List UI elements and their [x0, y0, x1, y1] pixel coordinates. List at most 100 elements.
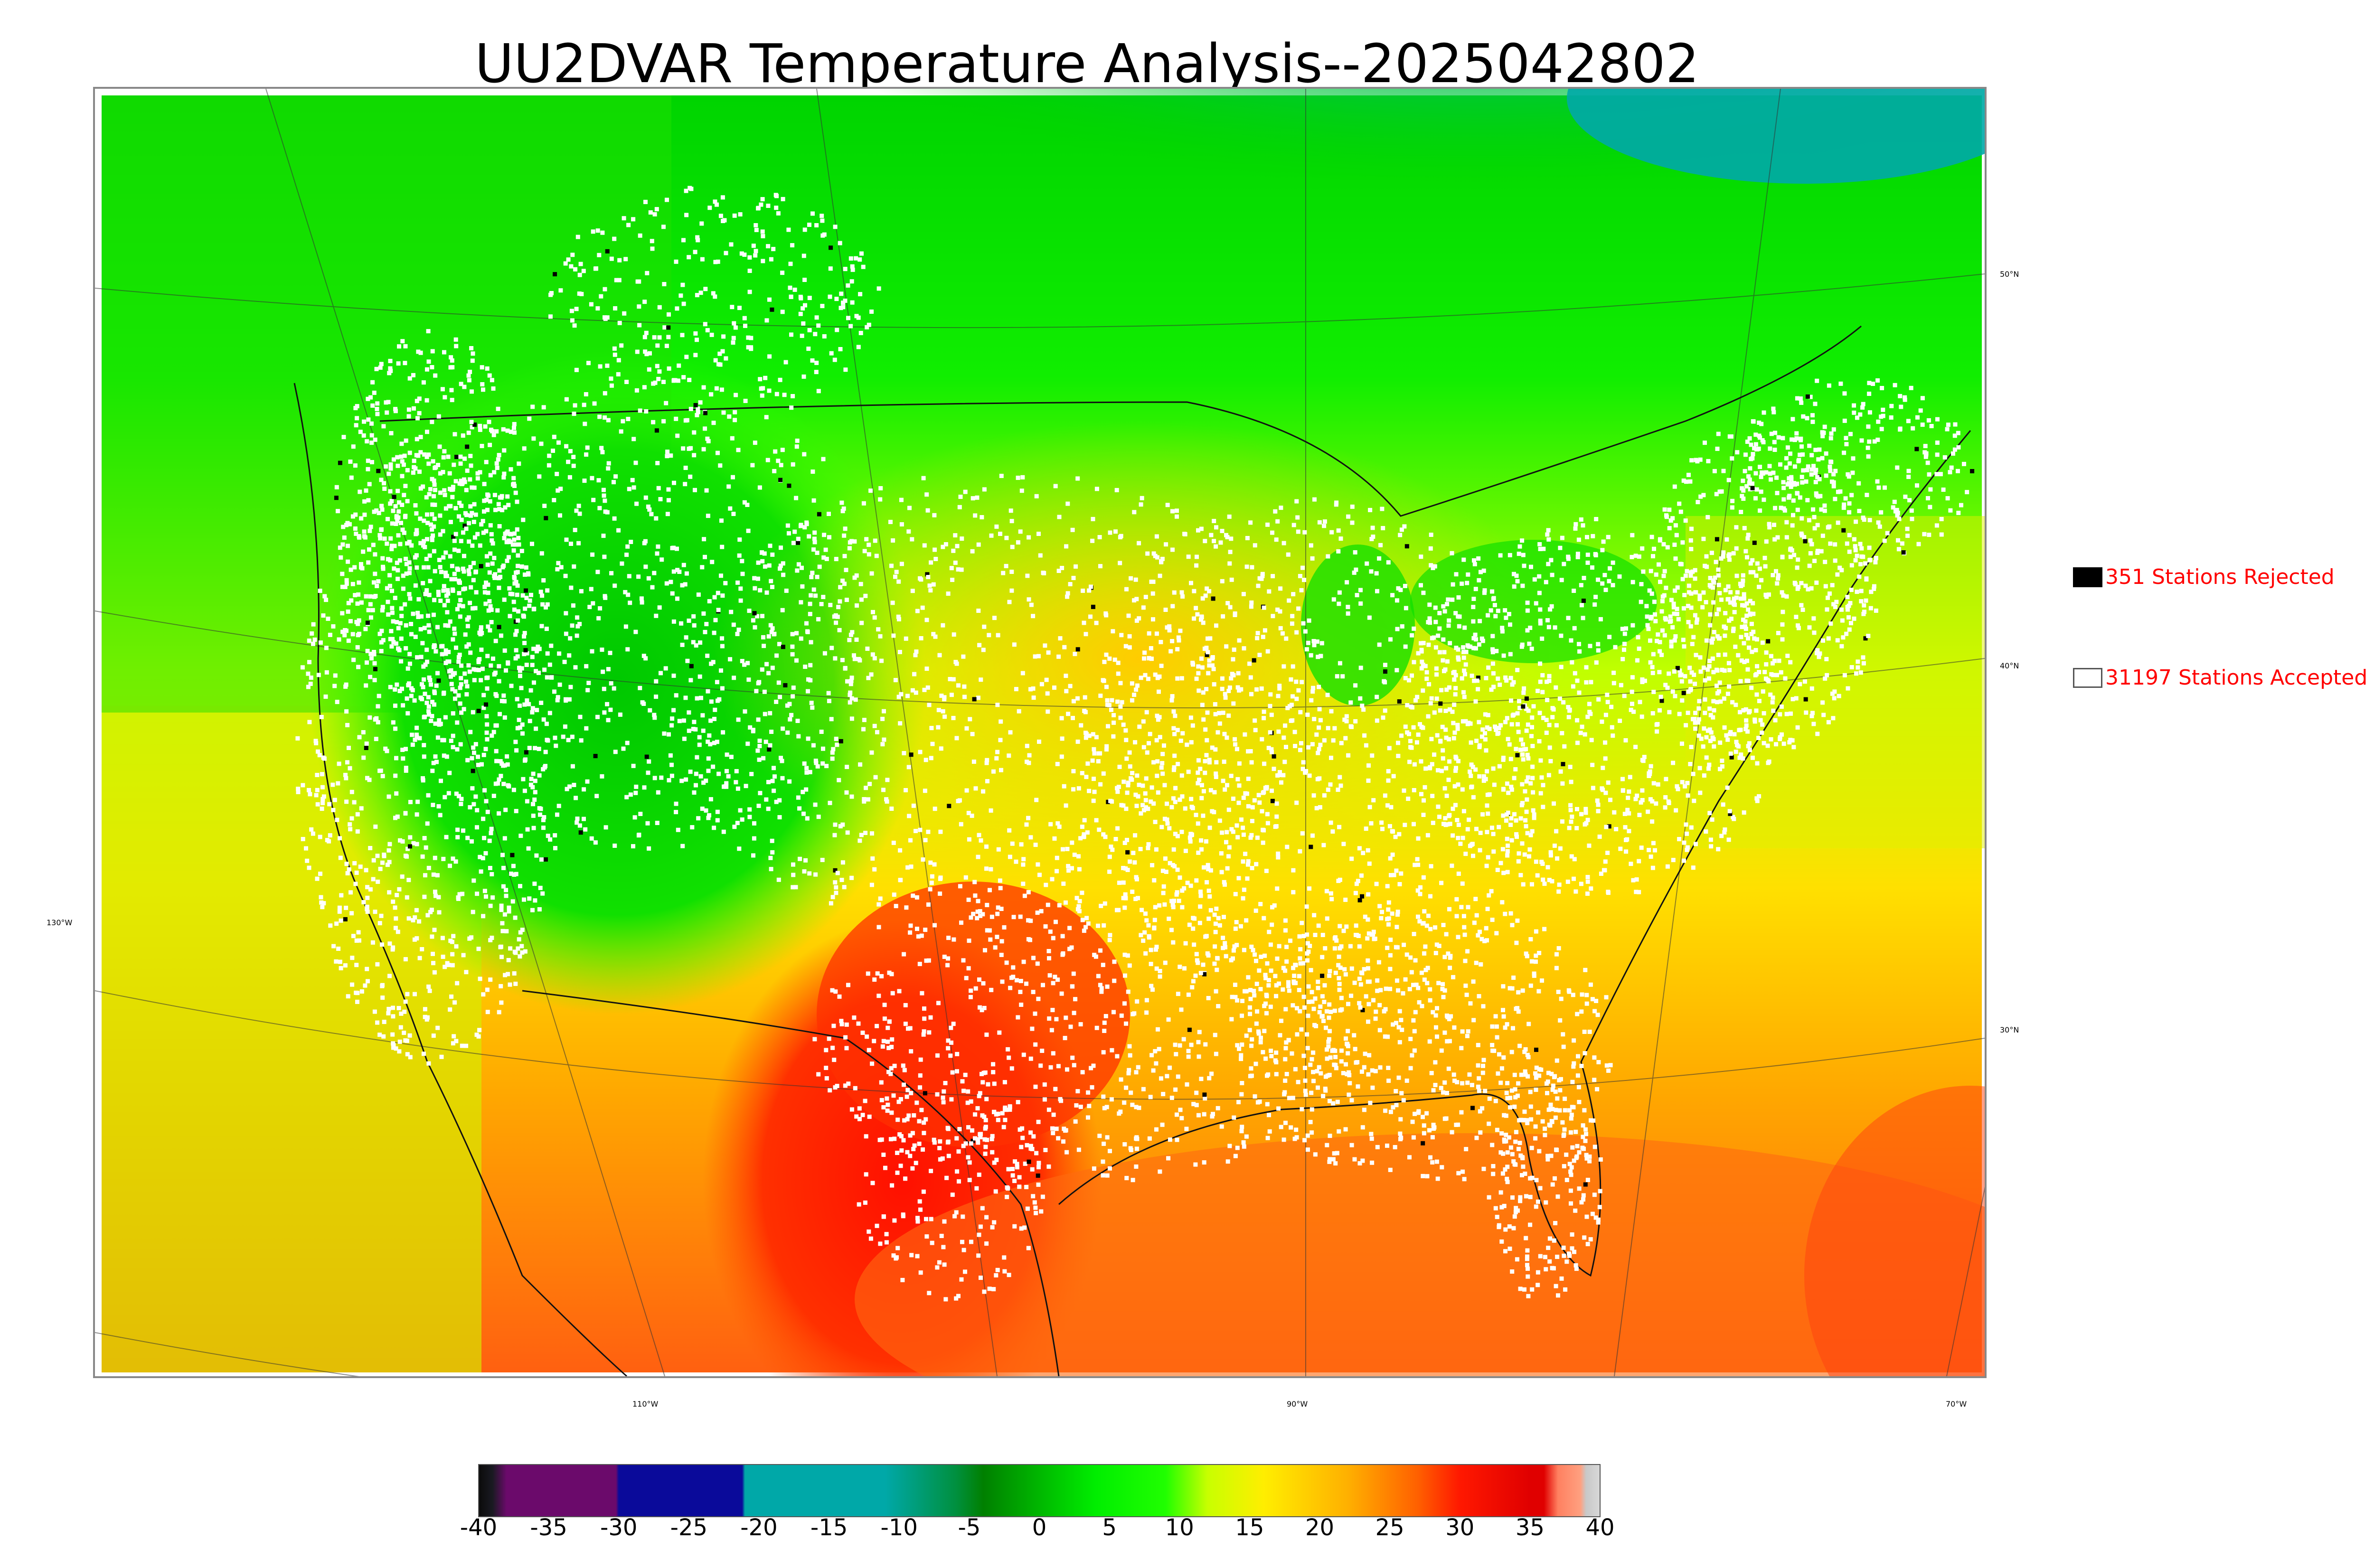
station-dot [680, 844, 685, 848]
station-dot [1471, 646, 1476, 650]
station-dot [387, 941, 392, 946]
station-dot [1358, 696, 1363, 701]
station-dot [1635, 793, 1639, 798]
station-dot [1104, 652, 1109, 657]
station-dot [1463, 662, 1468, 667]
station-dot [1749, 621, 1754, 626]
station-dot [1744, 723, 1749, 728]
station-dot [1172, 753, 1177, 758]
station-dot [922, 1029, 926, 1034]
station-dot [702, 537, 707, 542]
station-dot [1201, 813, 1206, 818]
station-dot [1088, 614, 1093, 619]
station-dot [1637, 859, 1641, 864]
station-dot [1234, 943, 1239, 948]
station-dot [695, 696, 699, 701]
station-dot [1468, 644, 1473, 649]
station-dot [671, 545, 676, 550]
station-dot [1664, 777, 1668, 781]
station-dot [671, 569, 676, 574]
station-dot [1741, 756, 1745, 761]
station-dot [1493, 614, 1498, 619]
station-dot [425, 537, 429, 542]
station-dot [1809, 453, 1814, 458]
station-dot [416, 597, 421, 601]
station-dot [1208, 908, 1213, 912]
station-dot [1688, 679, 1693, 684]
station-dot [1429, 696, 1434, 701]
station-dot [1141, 719, 1146, 724]
station-dot [758, 588, 763, 592]
station-dot [1206, 888, 1211, 893]
station-dot [1122, 1142, 1127, 1146]
station-dot [1153, 1049, 1158, 1053]
station-dot [1202, 865, 1206, 870]
station-dot [1628, 775, 1632, 779]
station-dot [1031, 956, 1036, 960]
station-dot [1463, 852, 1468, 856]
station-dot [1165, 625, 1169, 630]
station-dot [1060, 736, 1065, 741]
station-dot [1381, 526, 1385, 530]
station-dot [431, 761, 436, 765]
station-dot [424, 701, 429, 705]
station-dot [1077, 867, 1082, 872]
station-dot [1154, 534, 1159, 539]
station-dot [1869, 590, 1874, 594]
station-dot [1227, 845, 1232, 850]
station-dot [808, 770, 812, 774]
station-dot [1603, 713, 1608, 717]
station-dot [1505, 853, 1510, 858]
station-dot [518, 884, 522, 889]
station-dot [620, 561, 624, 566]
station-dot [867, 552, 871, 557]
station-dot [1371, 998, 1375, 1003]
station-dot [1386, 778, 1391, 783]
station-dot [1708, 576, 1713, 581]
station-dot [1105, 698, 1110, 703]
station-dot [665, 450, 670, 454]
station-dot [1272, 903, 1277, 908]
station-dot [1771, 708, 1776, 713]
station-dot [1211, 596, 1215, 601]
station-dot [1626, 796, 1630, 800]
station-dot [689, 664, 694, 668]
station-dot [1389, 805, 1394, 809]
station-dot [450, 963, 455, 967]
station-dot [1270, 530, 1274, 535]
station-dot [1312, 913, 1317, 918]
station-dot [471, 561, 476, 565]
station-dot [809, 701, 814, 705]
station-dot [1724, 537, 1729, 542]
station-dot [396, 626, 401, 630]
station-dot [1474, 826, 1479, 831]
station-dot [1711, 715, 1715, 720]
station-dot [518, 954, 522, 959]
station-dot [1833, 497, 1837, 501]
station-dot [422, 518, 426, 523]
station-dot [873, 538, 877, 543]
station-dot [1407, 732, 1411, 736]
station-dot [1754, 637, 1759, 642]
station-dot [1852, 537, 1856, 542]
station-dot [507, 905, 511, 910]
station-dot [1596, 697, 1601, 702]
station-dot [1606, 780, 1611, 785]
station-dot [1750, 755, 1755, 760]
station-dot [460, 1043, 464, 1048]
station-dot [1154, 738, 1159, 742]
station-dot [1647, 848, 1651, 853]
station-dot [1244, 1033, 1249, 1038]
station-dot [862, 797, 867, 801]
station-dot [1579, 812, 1584, 817]
station-dot [769, 730, 774, 734]
station-dot [1727, 684, 1732, 689]
station-dot [369, 656, 374, 661]
station-dot [1534, 859, 1538, 864]
station-dot [1707, 811, 1712, 816]
station-dot [1445, 659, 1450, 664]
station-dot [813, 593, 818, 598]
station-dot [898, 721, 903, 726]
station-dot [625, 647, 630, 652]
station-dot [1712, 630, 1716, 634]
